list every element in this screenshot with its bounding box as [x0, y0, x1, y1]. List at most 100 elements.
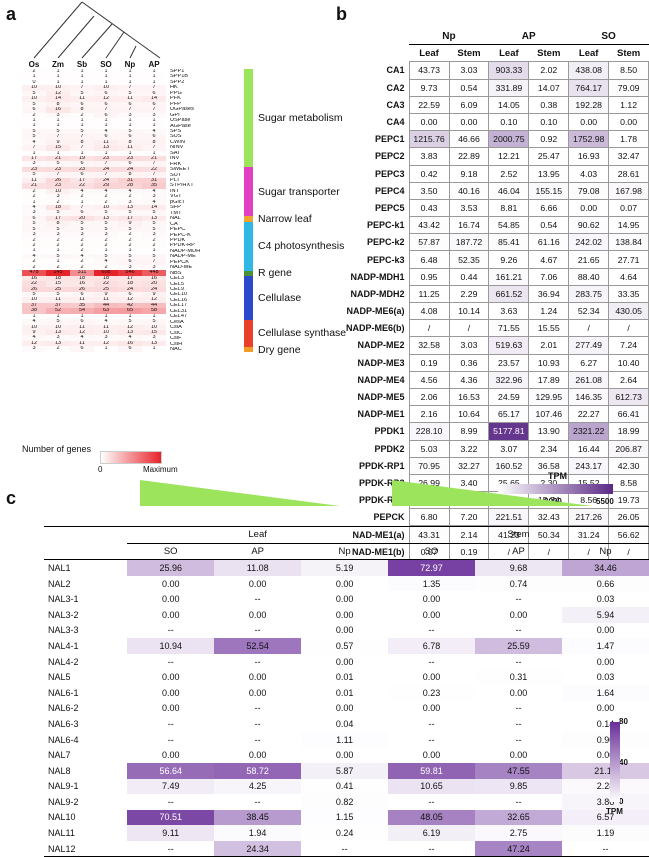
- tpm-cell: 1.47: [561, 638, 649, 654]
- gene-name: CA: [170, 221, 178, 227]
- species-tree: [33, 1, 161, 59]
- heatmap-cell: 1: [142, 346, 166, 352]
- tpm-cell: 2.06: [408, 387, 450, 407]
- heatmap-cell: 5: [22, 291, 46, 298]
- gene-name-cell: NAL9-1: [48, 781, 79, 792]
- heatmap-cell: 2: [94, 194, 118, 200]
- tpm-cell: 0.00: [301, 622, 389, 639]
- category-label: Cellulase: [258, 291, 302, 304]
- heatmap-cell: 6: [118, 134, 142, 140]
- tpm-cell: 0.43: [408, 198, 450, 218]
- table-row: NAL9-2 -- -- 0.82 -- -- 3.86: [44, 794, 649, 810]
- table-row: CA3 22.59 6.09 14.05 0.38 192.28 1.12: [346, 95, 649, 114]
- gene-name: NINV: [170, 145, 184, 151]
- group-header-ap: AP: [488, 28, 569, 46]
- tpm-cell: 70.95: [408, 456, 450, 475]
- heatmap-cell: 5: [46, 253, 70, 260]
- tpm-cell: 42.30: [608, 456, 649, 475]
- heatmap-cell: 9: [142, 291, 166, 298]
- heatmap-cell: 7: [46, 172, 70, 178]
- gene-name: CEL10: [170, 292, 188, 298]
- heatmap-cell: 13: [142, 340, 166, 347]
- tpm-cell: 0.00: [388, 591, 476, 607]
- c-tick-0: 0: [619, 797, 624, 806]
- heatmap-cell: 3: [142, 194, 166, 200]
- heatmap-cell: 10: [46, 188, 70, 195]
- tpm-cell: 0.00: [568, 112, 610, 132]
- legend-min: 0: [98, 465, 103, 474]
- heatmap-cell: 11: [70, 324, 94, 330]
- gene-name-cell: PPDK-RP2: [358, 477, 405, 488]
- tpm-cell: --: [428, 843, 435, 854]
- heatmap-cell: 3: [46, 194, 70, 200]
- tpm-cell: 3.53: [448, 198, 490, 218]
- table-row: PEPC-k3 6.48 52.35 9.26 4.67 21.65 27.71: [346, 250, 649, 269]
- tpm-cell: 0.00: [127, 747, 215, 763]
- heatmap-cell: 16: [70, 281, 94, 287]
- heatmap-cell: 6: [142, 90, 166, 97]
- subcolumn-header: Leaf: [578, 47, 599, 59]
- gene-name-cell: PEPC-k1: [366, 220, 405, 231]
- heatmap-cell: 2: [70, 194, 94, 200]
- gene-name: VGT: [170, 194, 182, 200]
- heatmap-row: 4 9 8 11 8 8: [22, 139, 166, 146]
- tpm-cell: 1.78: [608, 130, 649, 149]
- tpm-cell: 2.01: [528, 336, 570, 355]
- tpm-cell: 9.18: [448, 164, 490, 183]
- heatmap-cell: 5: [46, 226, 70, 233]
- heatmap-cell: 12: [94, 96, 118, 102]
- heatmap-cell: 1: [94, 123, 118, 129]
- heatmap-cell: 1: [46, 259, 70, 265]
- tpm-cell: 1215.76: [408, 130, 450, 149]
- heatmap-cell: 5: [142, 319, 166, 325]
- tpm-cell: 11.25: [408, 284, 450, 304]
- heatmap-cell: 15: [46, 281, 70, 287]
- heatmap-cell: 7: [118, 107, 142, 113]
- heatmap-cell: 24: [118, 166, 142, 173]
- tpm-cell: --: [254, 625, 261, 636]
- heatmap-cell: 1: [142, 79, 166, 86]
- heatmap-row: 6 16 8 7 7 7: [22, 107, 166, 113]
- heatmap-cell: 3: [142, 232, 166, 238]
- tpm-cell: 0.90: [561, 731, 649, 748]
- heatmap-cell: 7: [142, 145, 166, 151]
- heatmap-row: 10 10 11 11 12 10: [22, 324, 166, 330]
- tpm-cell: 23.57: [488, 353, 530, 372]
- tpm-cell: 2.34: [528, 439, 570, 458]
- tpm-cell: 430.05: [608, 301, 649, 321]
- tpm-cell: --: [167, 625, 174, 636]
- tpm-cell: --: [254, 594, 261, 605]
- category-label: Cellulase synthase: [258, 327, 347, 340]
- tpm-cell: 32.43: [528, 508, 570, 527]
- heatmap-cell: 23: [22, 166, 46, 173]
- legend-title: Number of genes: [22, 444, 92, 454]
- tpm-cell: 0.00: [475, 606, 562, 623]
- tpm-cell: --: [515, 703, 522, 714]
- table-row: NAL3-2 0.00 0.00 0.00 0.00 0.00 5.94: [44, 606, 649, 623]
- table-row: NAL6-2 0.00 -- 0.00 0.00 -- 0.00: [44, 700, 649, 717]
- gene-name-cell: NAL7: [48, 750, 71, 761]
- heatmap-row: 2 10 4 4 4 4: [22, 188, 166, 195]
- gene-name-cell: PEPC4: [374, 185, 405, 196]
- heatmap-cell: 4: [22, 335, 46, 341]
- tpm-cell: 0.54: [528, 216, 570, 235]
- heatmap-cell: 16: [22, 275, 46, 282]
- tpm-cell: 129.95: [528, 387, 570, 407]
- table-row: NADP-ME6(a) 4.08 10.14 3.63 1.24 52.34 430.05: [346, 301, 649, 321]
- heatmap-cell: 2: [70, 264, 94, 271]
- gene-name-cell: NADP-ME2: [357, 340, 405, 351]
- nal-tpm-table: Leaf Stem SO AP Np SO AP Np NAL1 25.96 11.08 5.1…: [44, 526, 649, 857]
- tpm-cell: 66.41: [608, 405, 649, 424]
- heatmap-cell: 1: [22, 248, 46, 254]
- tpm-cell: 25.47: [528, 147, 570, 166]
- heatmap-cell: 5: [94, 221, 118, 227]
- tpm-cell: 0.00: [388, 606, 476, 623]
- tpm-cell: 70.51: [127, 809, 215, 826]
- tpm-cell: 34.46: [561, 559, 649, 576]
- heatmap-cell: 3: [118, 199, 142, 205]
- subcolumn-header: Stem: [537, 47, 561, 59]
- gene-name: SWEET: [170, 167, 190, 173]
- heatmap-cell: 2: [94, 237, 118, 243]
- tpm-cell: 0.23: [388, 684, 476, 701]
